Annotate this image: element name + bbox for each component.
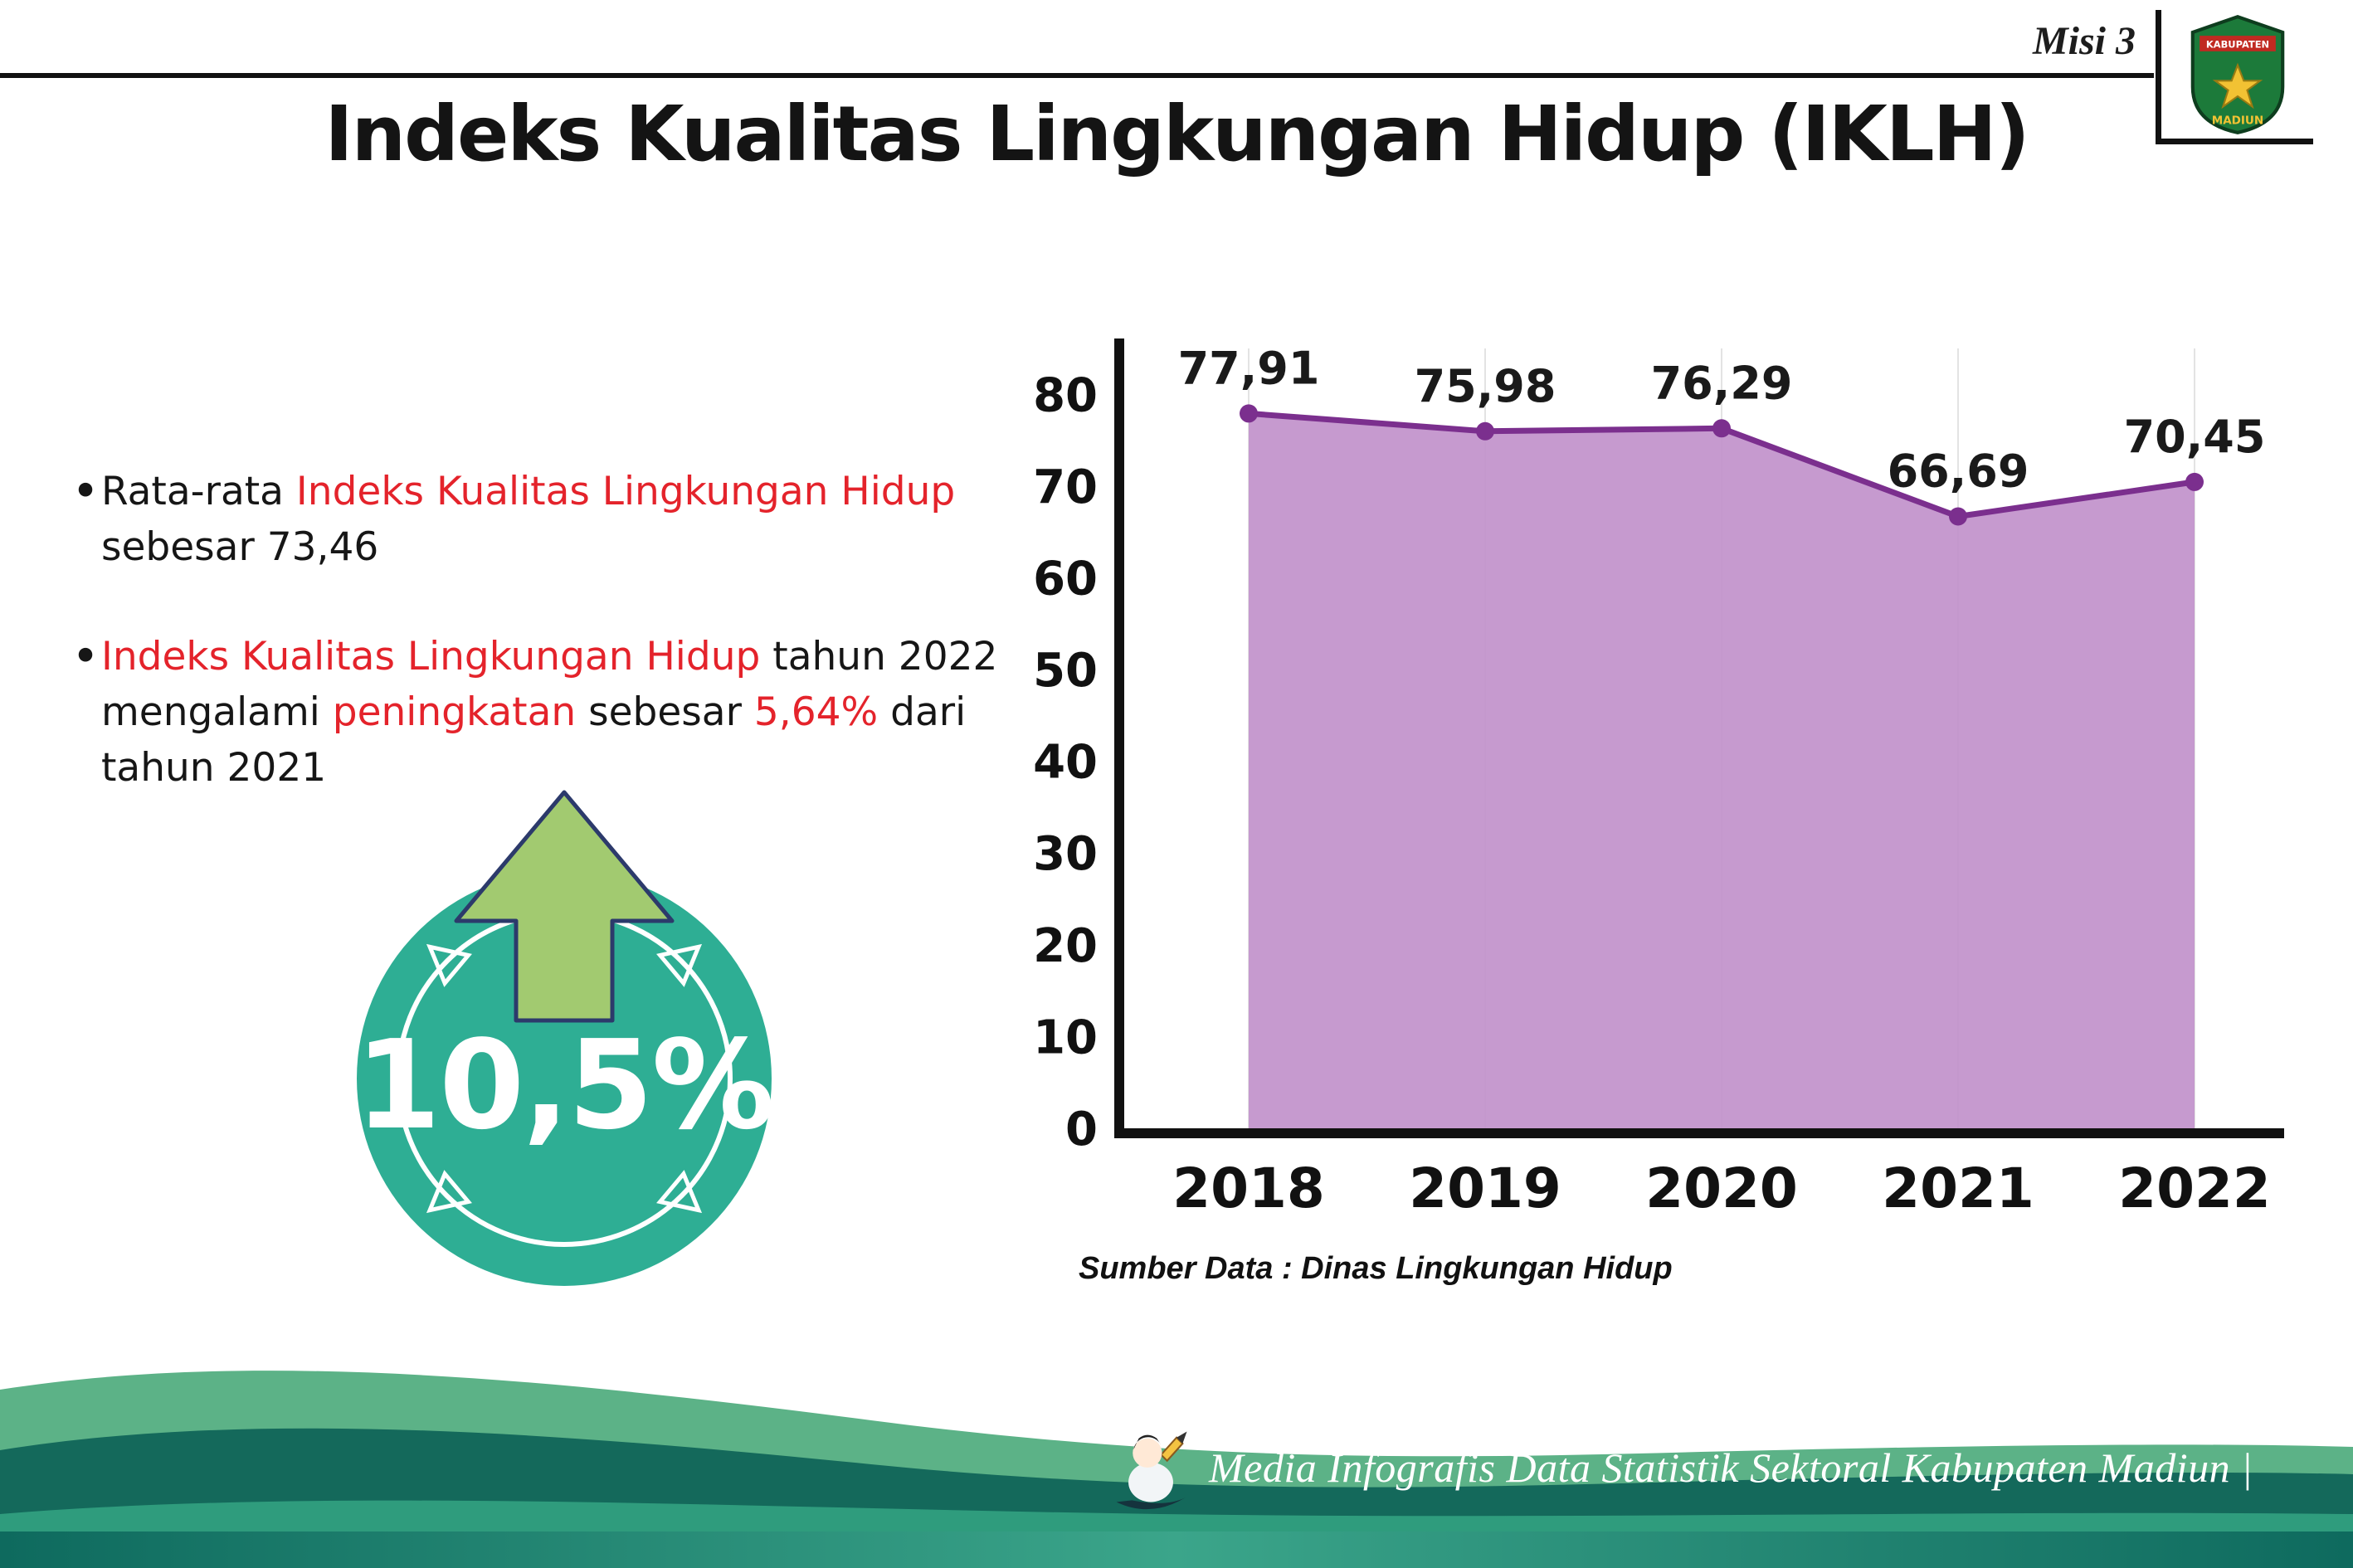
header-rule [0,73,2154,78]
bullet-item: • Rata-rata Indeks Kualitas Lingkungan Hi… [73,465,1027,575]
bullet-item: • Indeks Kualitas Lingkungan Hidup tahun … [73,630,1027,796]
bullet-text-segment: tahun 2022 mengalami [101,634,998,736]
bullet-text-segment: dari tahun 2021 [101,689,967,791]
data-point [1476,421,1494,441]
increase-badge: 10,5% [324,747,805,1294]
footer-caption: Media Infografis Data Statistik Sektoral… [1209,1444,2253,1491]
logo-bottom-text: MADIUN [2211,114,2263,127]
y-tick-label: 40 [1033,736,1098,790]
y-tick-label: 60 [1033,553,1098,606]
arrow-up-icon [454,790,675,1023]
badge-tick-icon [426,1170,472,1214]
bullet-text-segment: Rata-rata [101,469,296,514]
value-label: 75,98 [1415,360,1556,412]
x-tick-label: 2022 [2118,1157,2271,1220]
x-tick-label: 2018 [1172,1157,1325,1220]
data-point [1240,404,1258,423]
bullet-text-segment: peningkatan [332,689,577,736]
y-tick-label: 10 [1033,1010,1098,1064]
bullet-list: • Rata-rata Indeks Kualitas Lingkungan Hi… [73,465,1027,851]
y-tick-label: 80 [1033,368,1098,422]
misi-label: Misi 3 [2032,19,2136,63]
chart-area [1249,413,2195,1128]
badge-circle [357,871,772,1286]
bullet-text-segment: Indeks Kualitas Lingkungan Hidup [101,634,761,680]
bullet-text-segment: 5,64% [753,689,879,736]
bullet-dot: • [73,634,99,680]
footer-waves [0,1371,2353,1568]
value-label: 66,69 [1888,446,2029,498]
value-label: 70,45 [2124,411,2266,463]
badge-tick-icon [656,943,703,987]
bullet-text-segment: sebesar [576,689,754,736]
data-point [2185,472,2204,491]
iklh-chart-svg: 0 10 20 30 40 50 60 70 80 77,91 75,98 76,29 66,69 70,… [1033,338,2284,1220]
x-tick-label: 2021 [1882,1157,2034,1220]
y-tick-label: 0 [1065,1103,1098,1157]
mascot-icon [1116,1431,1187,1510]
logo-star [2212,62,2263,110]
y-tick-label: 20 [1033,919,1098,973]
logo-top-text: KABUPATEN [2205,39,2268,51]
bullet-text-segment: Indeks Kualitas Lingkungan Hidup [295,469,956,514]
kabupaten-madiun-logo: KABUPATEN MADIUN [2190,14,2284,134]
value-label: 77,91 [1178,342,1320,394]
data-point [1949,507,1967,526]
iklh-chart: 0 10 20 30 40 50 60 70 80 77,91 75,98 76,29 66,69 70,… [983,299,2294,1244]
y-tick-label: 50 [1033,644,1098,698]
footer-strip [0,1531,2353,1568]
chart-source: Sumber Data : Dinas Lingkungan Hidup [1079,1251,1673,1286]
page-title: Indeks Kualitas Lingkungan Hidup (IKLH) [324,90,2029,178]
logo-frame: KABUPATEN MADIUN [2156,10,2313,144]
footer-caption-row: Media Infografis Data Statistik Sektoral… [1108,1420,2253,1515]
data-point [1712,419,1731,438]
badge-tick-icon [656,1170,703,1214]
increase-badge-graphic [357,790,772,1286]
bullet-text-segment: sebesar 73,46 [101,523,379,570]
badge-tick-icon [426,943,472,987]
bullet-dot: • [73,469,99,514]
x-tick-label: 2019 [1409,1157,1561,1220]
y-tick-label: 70 [1033,460,1098,514]
value-label: 76,29 [1651,357,1793,409]
x-tick-label: 2020 [1645,1157,1798,1220]
y-axis [1114,338,1124,1138]
badge-value: 10,5% [355,1014,774,1157]
x-axis [1114,1128,2284,1138]
logo-banner [2199,36,2276,51]
y-tick-label: 30 [1033,827,1098,881]
